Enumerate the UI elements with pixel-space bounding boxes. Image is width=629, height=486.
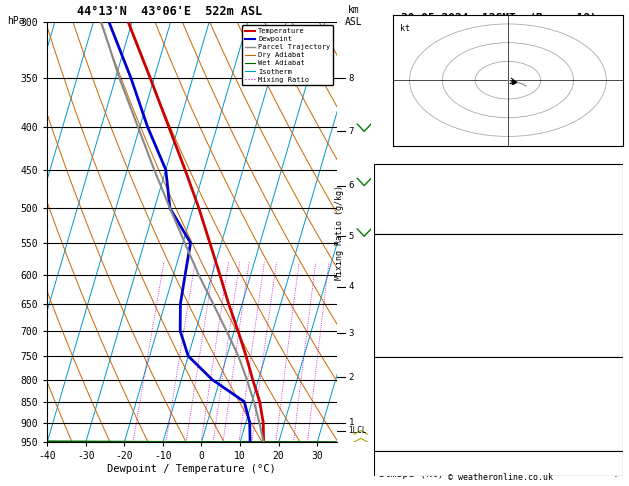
Text: StmSpd (kt): StmSpd (kt) <box>379 469 444 479</box>
Text: PW (cm): PW (cm) <box>379 213 420 223</box>
Text: SREH: SREH <box>379 463 403 472</box>
Text: km: km <box>348 5 359 15</box>
Text: 150: 150 <box>600 435 618 445</box>
Text: 0: 0 <box>612 403 618 413</box>
Text: hPa: hPa <box>8 16 25 26</box>
Text: 10: 10 <box>248 442 255 447</box>
Text: Mixing Ratio (g/kg): Mixing Ratio (g/kg) <box>335 185 344 279</box>
Text: 4: 4 <box>612 469 618 479</box>
Text: 4: 4 <box>348 282 354 291</box>
Text: Lifted Index: Lifted Index <box>379 302 450 312</box>
Text: 323: 323 <box>600 387 618 397</box>
Text: 7: 7 <box>348 127 354 136</box>
Text: Hodograph: Hodograph <box>472 453 525 463</box>
Text: 15: 15 <box>272 442 280 447</box>
Text: kt: kt <box>399 24 409 33</box>
Bar <box>374 357 623 451</box>
Text: K: K <box>379 166 385 176</box>
Text: 2: 2 <box>348 373 354 382</box>
Text: 247°: 247° <box>594 466 618 476</box>
Text: 0: 0 <box>612 339 618 349</box>
Text: 5: 5 <box>348 232 354 241</box>
Text: 4: 4 <box>199 442 203 447</box>
Text: CAPE (J): CAPE (J) <box>379 419 426 429</box>
Text: StmDir: StmDir <box>379 466 415 476</box>
Text: 3: 3 <box>348 329 354 338</box>
Text: Temp (°C): Temp (°C) <box>379 248 432 258</box>
Text: 5: 5 <box>211 442 215 447</box>
Text: 12.6: 12.6 <box>594 266 618 276</box>
Text: Most Unstable: Most Unstable <box>460 360 537 370</box>
Text: 1: 1 <box>348 418 354 427</box>
Text: CIN (J): CIN (J) <box>379 435 420 445</box>
X-axis label: Dewpoint / Temperature (°C): Dewpoint / Temperature (°C) <box>108 464 276 474</box>
Text: ASL: ASL <box>345 17 362 27</box>
Text: 1.96: 1.96 <box>594 213 618 223</box>
Text: 0: 0 <box>612 419 618 429</box>
Text: θe(K): θe(K) <box>379 284 409 294</box>
Bar <box>374 164 623 234</box>
Text: 30.05.2024  12GMT  (Base: 18): 30.05.2024 12GMT (Base: 18) <box>401 14 596 23</box>
Text: Pressure (mb): Pressure (mb) <box>379 371 455 382</box>
Text: 8: 8 <box>348 73 354 83</box>
Text: Dewp (°C): Dewp (°C) <box>379 266 432 276</box>
Text: 6: 6 <box>221 442 225 447</box>
Text: 16.1: 16.1 <box>594 248 618 258</box>
Text: 25: 25 <box>304 442 311 447</box>
Text: Surface: Surface <box>478 236 519 246</box>
Text: 48: 48 <box>606 190 618 199</box>
Text: 320: 320 <box>600 284 618 294</box>
Text: 3: 3 <box>184 442 188 447</box>
Text: 22: 22 <box>606 166 618 176</box>
Text: Lifted Index: Lifted Index <box>379 403 450 413</box>
Text: 1LCL: 1LCL <box>348 426 367 435</box>
Text: 8: 8 <box>612 459 618 469</box>
Legend: Temperature, Dewpoint, Parcel Trajectory, Dry Adiabat, Wet Adiabat, Isotherm, Mi: Temperature, Dewpoint, Parcel Trajectory… <box>242 25 333 86</box>
Text: 8: 8 <box>612 463 618 472</box>
Text: Totals Totals: Totals Totals <box>379 190 455 199</box>
Text: 1: 1 <box>131 442 135 447</box>
Text: 2: 2 <box>164 442 168 447</box>
Bar <box>374 234 623 357</box>
Text: 0: 0 <box>612 321 618 331</box>
Text: 6: 6 <box>348 181 354 190</box>
Text: 20: 20 <box>290 442 298 447</box>
Text: CIN (J): CIN (J) <box>379 339 420 349</box>
Text: © weatheronline.co.uk: © weatheronline.co.uk <box>448 473 552 482</box>
Text: EH: EH <box>379 459 391 469</box>
Text: 8: 8 <box>237 442 241 447</box>
Text: 44°13'N  43°06'E  522m ASL: 44°13'N 43°06'E 522m ASL <box>77 5 262 18</box>
Text: 2: 2 <box>612 302 618 312</box>
Text: CAPE (J): CAPE (J) <box>379 321 426 331</box>
Text: θe (K): θe (K) <box>379 387 415 397</box>
Bar <box>374 451 623 476</box>
Text: 800: 800 <box>600 371 618 382</box>
